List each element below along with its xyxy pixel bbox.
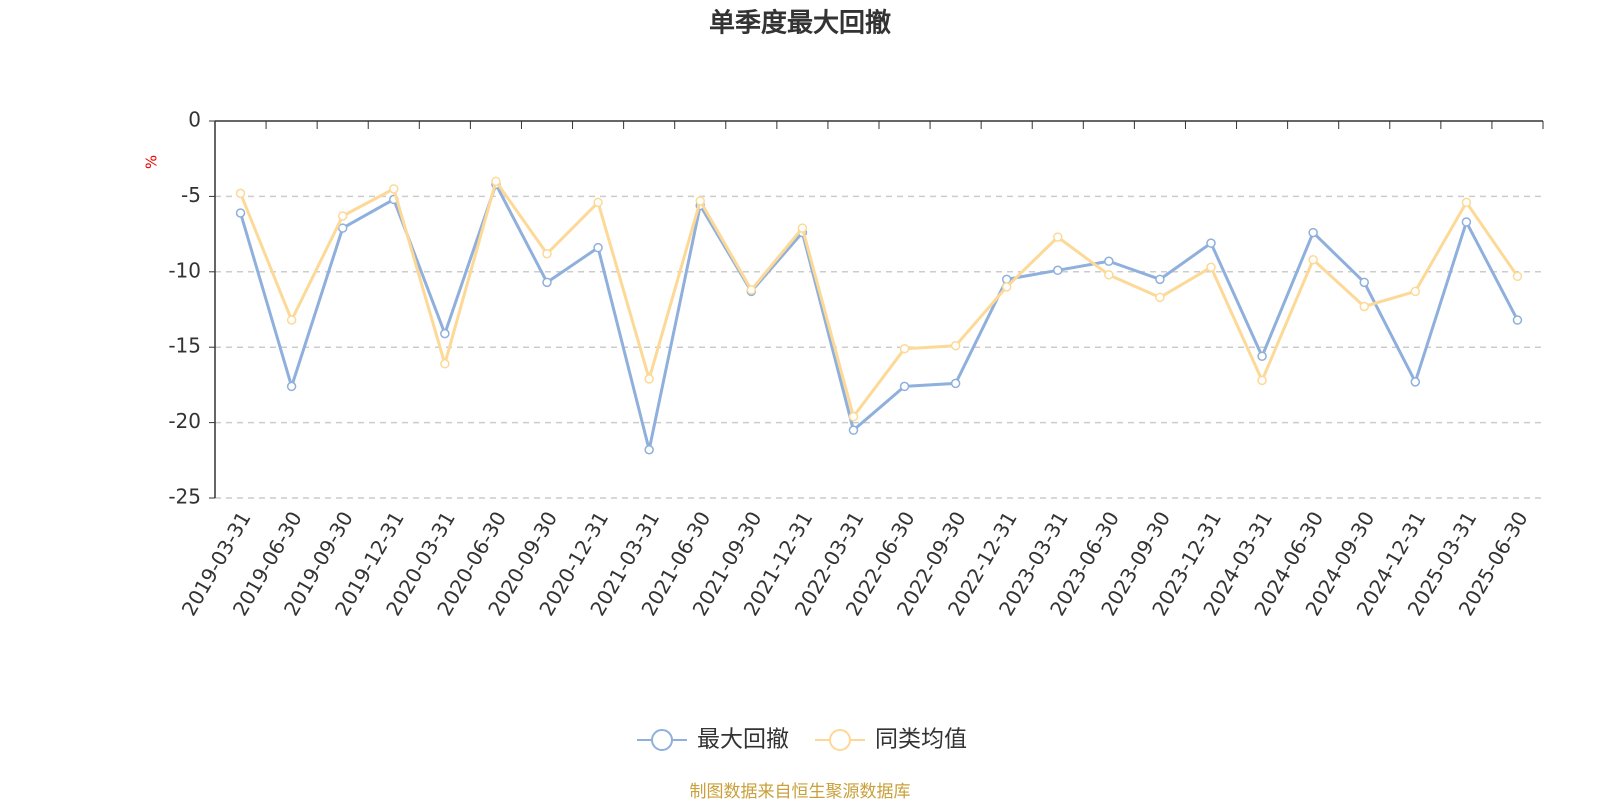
y-tick-label: -10 [168, 258, 201, 282]
data-point [1461, 217, 1472, 227]
data-point [542, 248, 552, 259]
data-point [1461, 197, 1472, 208]
data-point [1104, 256, 1114, 266]
data-point [1359, 277, 1369, 288]
data-point [235, 208, 246, 218]
series-line [239, 179, 1519, 419]
data-point [644, 444, 654, 455]
data-point [286, 315, 297, 325]
data-point [1257, 351, 1267, 361]
data-point [1512, 271, 1523, 282]
data-point [848, 425, 859, 435]
data-point [1155, 274, 1165, 285]
data-point [1410, 377, 1421, 387]
y-tick-label: -20 [168, 409, 201, 433]
data-point [950, 340, 961, 351]
data-point [1001, 282, 1012, 292]
data-point [440, 359, 450, 369]
data-point [1512, 315, 1523, 325]
data-point [542, 277, 552, 288]
data-point [1308, 227, 1318, 238]
data-point [950, 378, 961, 389]
data-point [746, 285, 757, 295]
legend-label[interactable]: 最大回撤 [697, 727, 789, 753]
data-point [644, 374, 654, 384]
chart-title: 单季度最大回撤 [709, 8, 891, 39]
data-point [1206, 262, 1216, 273]
data-point [1155, 292, 1165, 303]
data-point [337, 223, 348, 233]
data-point [491, 176, 501, 187]
data-point [1359, 301, 1369, 312]
data-point [235, 188, 246, 199]
legend-label[interactable]: 同类均值 [875, 727, 967, 753]
data-point [593, 242, 603, 253]
data-point [1104, 270, 1114, 280]
data-point [695, 196, 705, 206]
data-point [1206, 238, 1216, 248]
data-point [286, 381, 297, 392]
legend-marker[interactable] [651, 729, 673, 751]
source-note: 制图数据来自恒生聚源数据库 [690, 782, 911, 800]
y-tick-label: 0 [188, 108, 201, 132]
data-point [440, 328, 450, 339]
y-tick-label: -25 [168, 485, 201, 509]
data-point [1257, 375, 1267, 386]
data-point [899, 343, 910, 354]
y-tick-label: -15 [168, 334, 201, 358]
data-point [389, 184, 399, 194]
data-point [593, 197, 603, 208]
data-point [1053, 265, 1063, 276]
data-point [797, 223, 808, 233]
data-point [899, 381, 910, 392]
data-point [337, 211, 348, 221]
data-point [1410, 286, 1421, 297]
series-line [239, 182, 1519, 452]
data-point [1308, 254, 1318, 265]
y-axis-label: % [143, 155, 161, 169]
data-point [848, 411, 859, 422]
data-point [1053, 232, 1063, 242]
y-tick-label: -5 [181, 183, 201, 207]
legend-marker[interactable] [829, 729, 851, 751]
